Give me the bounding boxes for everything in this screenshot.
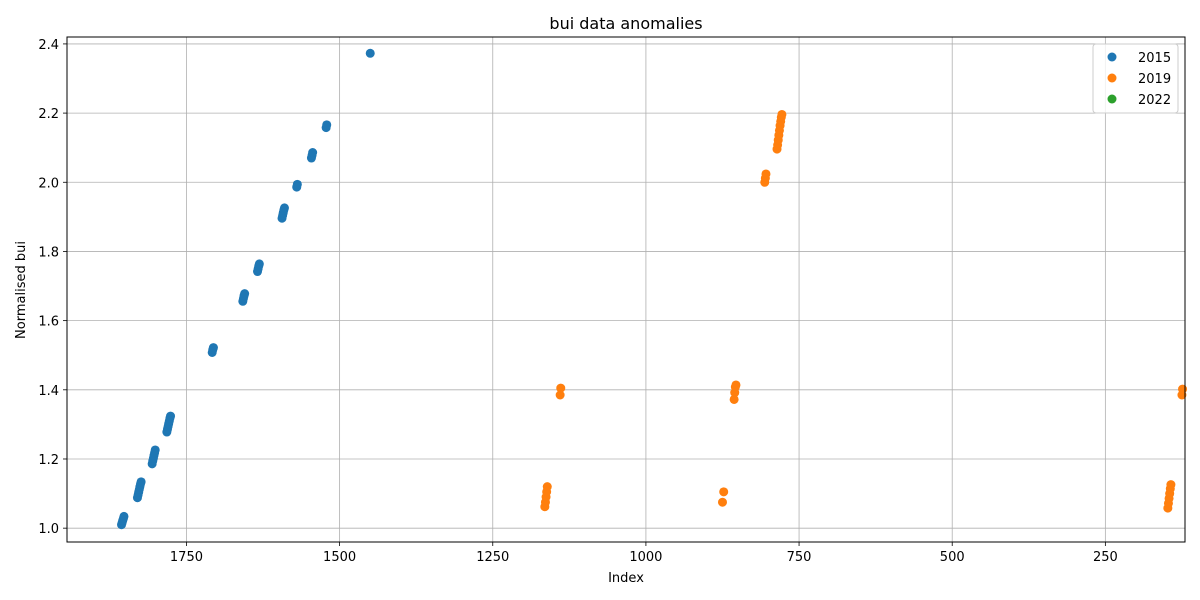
y-tick-label: 1.8 [38, 245, 59, 260]
data-point-2015 [150, 445, 160, 455]
y-tick-label: 2.2 [38, 107, 59, 122]
data-point-2015 [322, 120, 332, 130]
legend-label-2015: 2015 [1138, 51, 1171, 66]
data-point-2015 [254, 259, 264, 269]
data-point-2019 [556, 383, 566, 393]
y-tick-label: 1.6 [38, 315, 59, 330]
data-point-2019 [729, 394, 739, 404]
data-point-2019 [731, 380, 741, 390]
grid-lines [67, 37, 1185, 542]
data-point-2015 [208, 343, 218, 353]
y-tick-label: 1.4 [38, 384, 59, 399]
y-tick-label: 2.0 [38, 176, 59, 191]
data-point-2015 [308, 148, 318, 158]
data-point-2019 [717, 497, 727, 507]
axis-ticks: 1750 1500 1250 1000 750 500 250 1.0 1.2 1.4 1.6 1.8… [38, 38, 1117, 565]
legend: 2015 2019 2022 [1092, 43, 1179, 114]
data-point-2015 [119, 511, 129, 521]
y-tick-label: 2.4 [38, 38, 59, 53]
data-point-2019 [555, 390, 565, 400]
legend-label-2022: 2022 [1138, 93, 1171, 108]
x-tick-label: 500 [940, 550, 965, 565]
data-point-2015 [136, 477, 146, 487]
data-point-2019 [777, 109, 787, 119]
chart-title: bui data anomalies [549, 14, 702, 33]
legend-marker-2015 [1107, 52, 1117, 62]
data-point-2015 [279, 203, 289, 213]
data-point-2015 [240, 289, 250, 299]
legend-marker-2019 [1107, 73, 1117, 83]
data-point-2019 [542, 482, 552, 492]
data-point-2015 [292, 179, 302, 189]
data-point-2015 [166, 411, 176, 421]
data-points [117, 48, 1188, 530]
data-point-2019 [1166, 480, 1176, 490]
y-axis-label: Normalised bui [14, 241, 29, 339]
plot-area-frame [66, 36, 1186, 543]
x-tick-label: 1750 [170, 550, 203, 565]
x-tick-label: 1250 [476, 550, 509, 565]
y-tick-label: 1.0 [38, 522, 59, 537]
legend-label-2019: 2019 [1138, 72, 1171, 87]
data-point-2019 [761, 169, 771, 179]
x-tick-label: 1000 [629, 550, 662, 565]
legend-marker-2022 [1107, 94, 1117, 104]
data-point-2019 [719, 487, 729, 497]
y-tick-label: 1.2 [38, 453, 59, 468]
x-tick-label: 250 [1093, 550, 1118, 565]
x-tick-label: 750 [787, 550, 812, 565]
x-tick-label: 1500 [323, 550, 356, 565]
data-point-2019 [1178, 384, 1188, 394]
x-axis-label: Index [608, 571, 644, 586]
data-point-2015 [365, 48, 375, 58]
